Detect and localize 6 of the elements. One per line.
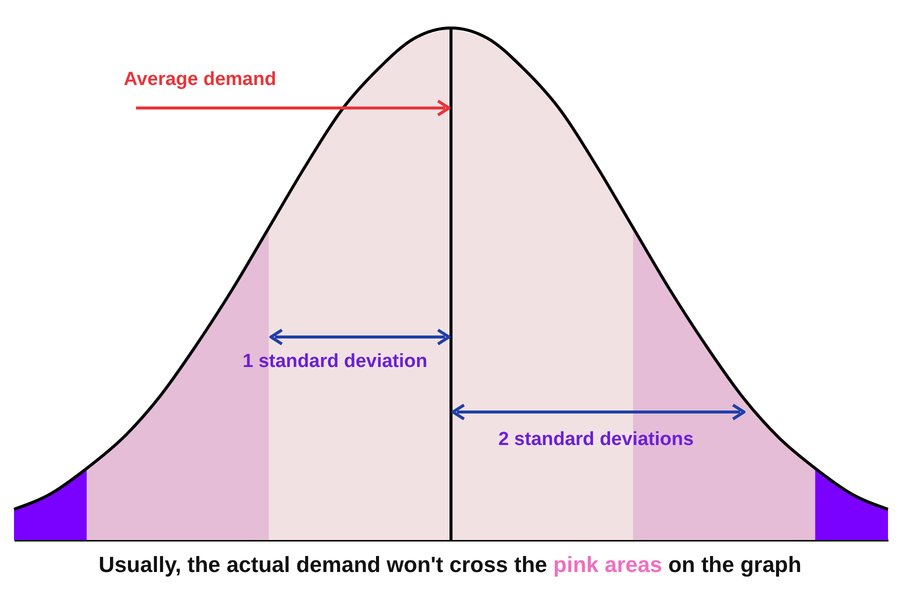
- text: Usually, the actual demand won't cross the: [98, 552, 548, 577]
- annotation: 1 standard deviation: [242, 351, 428, 373]
- annotation: Average demand: [124, 69, 276, 91]
- text: pink areas: [552, 552, 662, 577]
- annotation: 2 standard deviations: [498, 429, 694, 451]
- text: on the graph: [667, 552, 802, 577]
